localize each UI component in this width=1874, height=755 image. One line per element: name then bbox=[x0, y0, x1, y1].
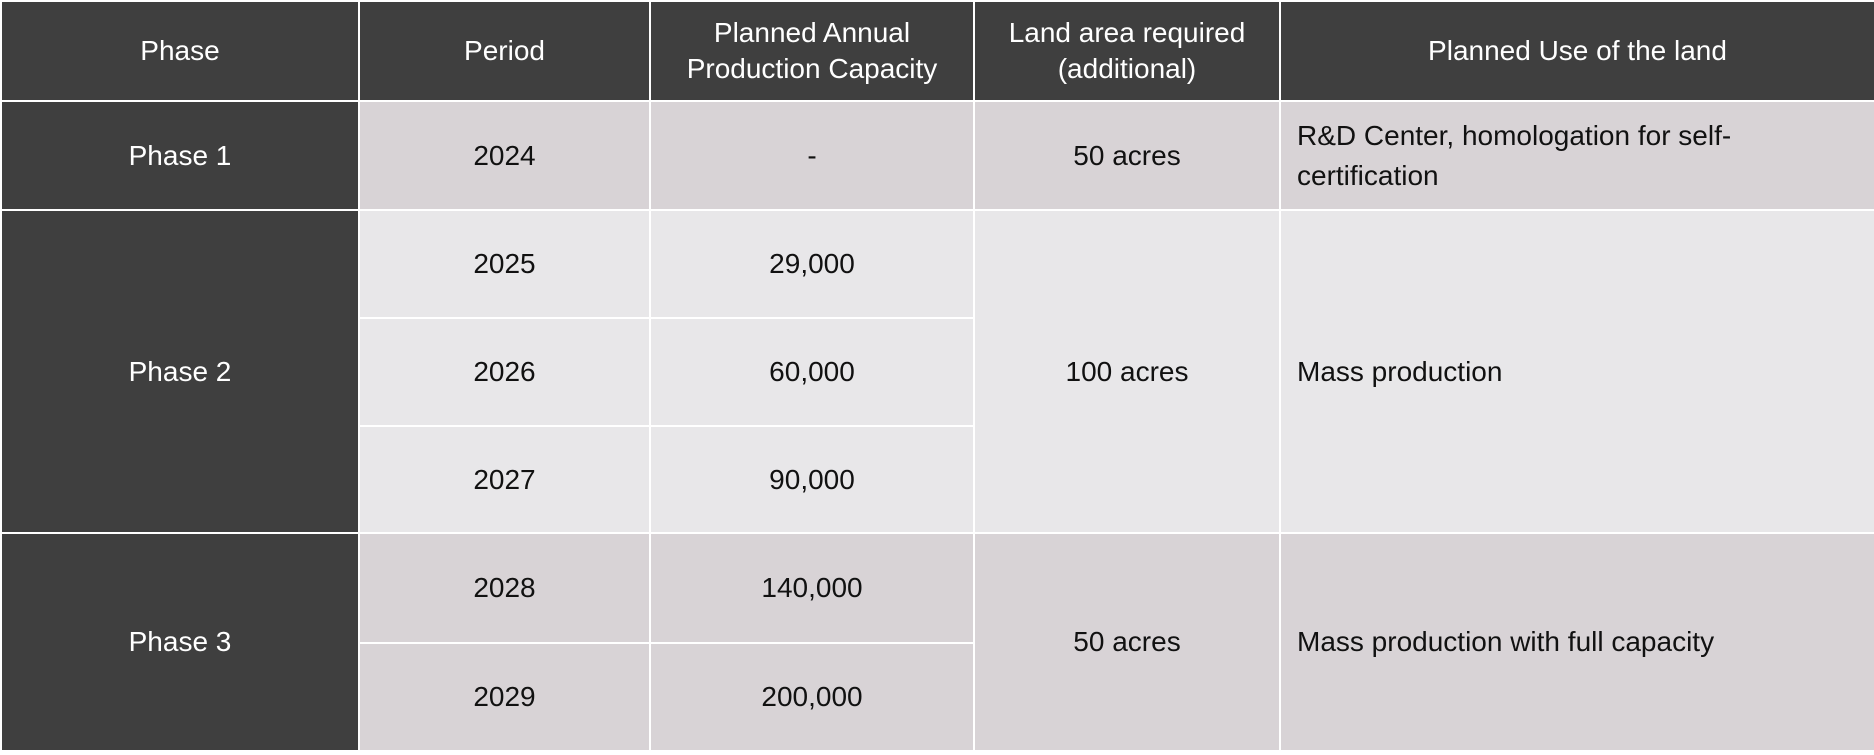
table-row: 2026 60,000 bbox=[1, 317, 1874, 427]
phase-label: Phase 1 bbox=[0, 100, 360, 211]
period-cell: 2028 bbox=[358, 532, 651, 644]
land-area-cell: 50 acres bbox=[973, 532, 1281, 752]
capacity-cell: 200,000 bbox=[649, 642, 975, 752]
planned-use-cell: Mass production with full capacity bbox=[1279, 532, 1874, 752]
table-row: Phase 2 2025 29,000 100 acres Mass produ… bbox=[0, 209, 1874, 534]
period-cell: 2026 bbox=[358, 317, 651, 427]
period-cell: 2024 bbox=[358, 100, 651, 211]
land-area-cell: 100 acres bbox=[973, 209, 1281, 534]
phase-label: Phase 2 bbox=[0, 209, 360, 534]
planned-use-cell: R&D Center, homologation for self-certif… bbox=[1279, 100, 1874, 211]
table-row: 2027 90,000 bbox=[1, 425, 1874, 534]
land-area-cell: 50 acres bbox=[973, 100, 1281, 211]
column-header-period: Period bbox=[358, 0, 651, 102]
column-header-planned-use: Planned Use of the land bbox=[1279, 0, 1874, 102]
period-cell: 2027 bbox=[358, 425, 651, 534]
table-row: Phase 1 2024 - 50 acres R&D Center, homo… bbox=[0, 100, 1874, 211]
capacity-cell: 60,000 bbox=[649, 317, 975, 427]
column-header-phase: Phase bbox=[0, 0, 360, 102]
capacity-cell: 140,000 bbox=[649, 532, 975, 644]
column-header-capacity: Planned Annual Production Capacity bbox=[649, 0, 975, 102]
capacity-cell: 90,000 bbox=[649, 425, 975, 534]
planned-use-cell: Mass production bbox=[1279, 209, 1874, 534]
capacity-cell: - bbox=[649, 100, 975, 211]
phase-label: Phase 3 bbox=[0, 532, 360, 752]
capacity-cell: 29,000 bbox=[649, 209, 975, 319]
column-header-land-area: Land area required (additional) bbox=[973, 0, 1281, 102]
header-row: Phase Period Planned Annual Production C… bbox=[0, 0, 1874, 102]
table-row: Phase 3 2028 140,000 50 acres Mass produ… bbox=[0, 532, 1874, 752]
table-row: 2029 200,000 bbox=[1, 642, 1874, 752]
period-cell: 2029 bbox=[358, 642, 651, 752]
period-cell: 2025 bbox=[358, 209, 651, 319]
